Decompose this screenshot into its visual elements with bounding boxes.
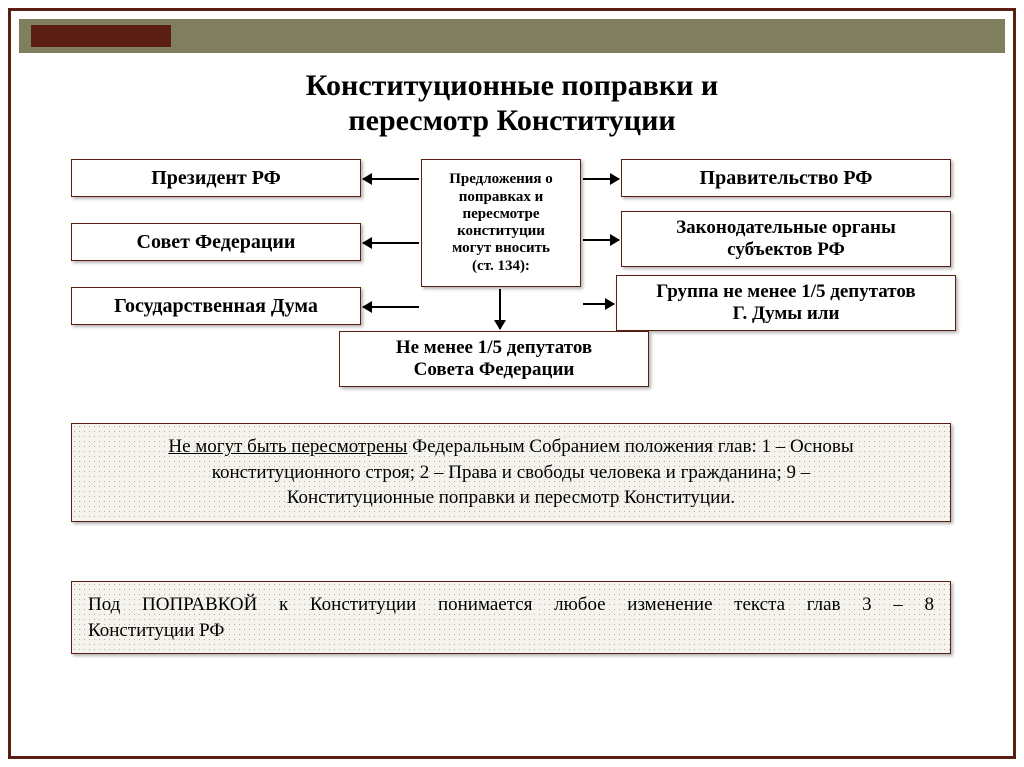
right-box-2-l1: Законодательные органы: [676, 217, 896, 238]
right-box-group: Группа не менее 1/5 депутатов Г. Думы ил…: [616, 275, 956, 331]
panel-amendment-def: Под ПОПРАВКОЙ к Конституции понимается л…: [71, 581, 951, 654]
right-box-legislative: Законодательные органы субъектов РФ: [621, 211, 951, 267]
right-box-government: Правительство РФ: [621, 159, 951, 197]
center-l6: (ст. 134):: [472, 258, 530, 274]
left-box-duma: Государственная Дума: [71, 287, 361, 325]
center-l2: поправках и: [459, 189, 544, 205]
arrow-right-1: [583, 178, 619, 180]
panel1-underline: Не могут быть пересмотрены: [168, 436, 407, 457]
title-line-1: Конституционные поправки и: [306, 69, 718, 102]
right-box-3-l2: Г. Думы или: [733, 303, 840, 324]
left-box-president: Президент РФ: [71, 159, 361, 197]
left-box-2-label: Совет Федерации: [137, 231, 296, 254]
arrow-left-3: [363, 306, 419, 308]
bottom-mini-l1: Не менее 1/5 депутатов: [396, 337, 592, 358]
center-l3: пересмотре: [462, 206, 539, 222]
panel1-l3: Конституционные поправки и пересмотр Кон…: [287, 487, 735, 508]
arrow-right-2: [583, 239, 619, 241]
left-box-3-label: Государственная Дума: [114, 295, 318, 318]
right-box-1-label: Правительство РФ: [700, 167, 873, 190]
left-box-council: Совет Федерации: [71, 223, 361, 261]
center-l5: могут вносить: [452, 240, 550, 256]
bottom-mini-l2: Совета Федерации: [414, 359, 575, 380]
center-box: Предложения о поправках и пересмотре кон…: [421, 159, 581, 287]
panel1-l2: конституционного строя; 2 – Права и своб…: [212, 462, 811, 483]
center-l4: конституции: [457, 223, 545, 239]
bottom-mini-box: Не менее 1/5 депутатов Совета Федерации: [339, 331, 649, 387]
arrow-left-1: [363, 178, 419, 180]
left-box-1-label: Президент РФ: [151, 167, 281, 190]
right-box-2-l2: субъектов РФ: [727, 239, 845, 260]
right-box-3-l1: Группа не менее 1/5 депутатов: [656, 281, 915, 302]
arrow-down: [499, 289, 501, 329]
top-bar-accent: [31, 25, 171, 47]
slide-frame: Конституционные поправки и пересмотр Кон…: [8, 8, 1016, 759]
panel1-l1: Федеральным Собранием положения глав: 1 …: [407, 436, 853, 457]
center-l1: Предложения о: [449, 171, 553, 187]
arrow-right-3: [583, 303, 614, 305]
panel-cannot-revise: Не могут быть пересмотрены Федеральным С…: [71, 423, 951, 522]
slide-title: Конституционные поправки и пересмотр Кон…: [11, 69, 1013, 138]
panel2-l2: Конституции РФ: [88, 618, 934, 644]
panel2-l1: Под ПОПРАВКОЙ к Конституции понимается л…: [88, 592, 934, 618]
title-line-2: пересмотр Конституции: [348, 104, 675, 137]
arrow-left-2: [363, 242, 419, 244]
